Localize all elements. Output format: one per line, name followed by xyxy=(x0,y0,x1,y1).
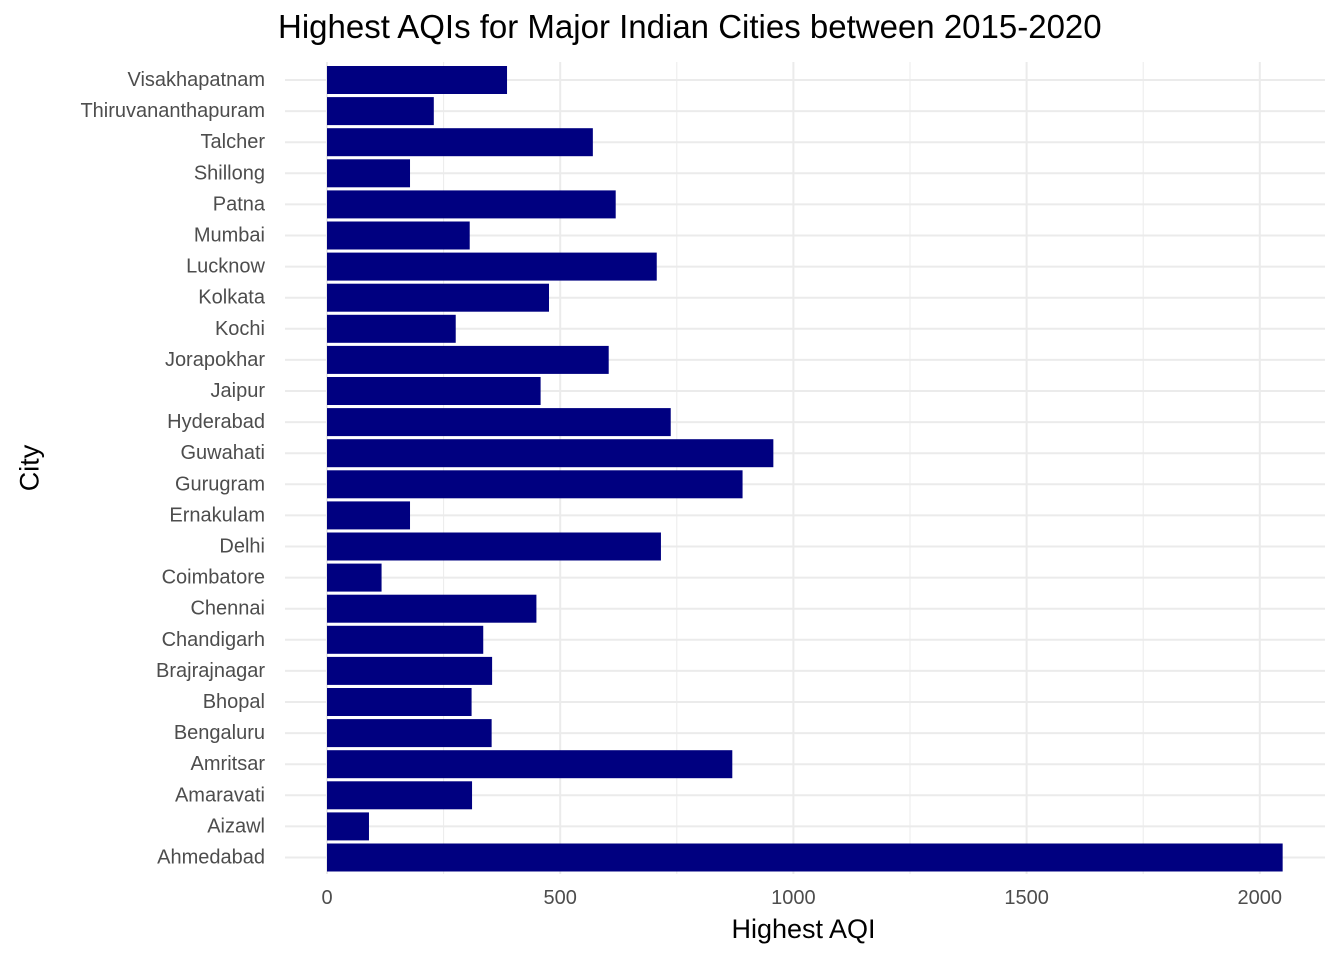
y-tick-label: Visakhapatnam xyxy=(128,69,266,91)
y-tick-label: Talcher xyxy=(201,131,266,153)
y-tick-label: Delhi xyxy=(219,536,265,558)
y-tick-label: Bengaluru xyxy=(174,722,265,744)
chart-title: Highest AQIs for Major Indian Cities bet… xyxy=(278,8,1102,45)
y-tick-label: Coimbatore xyxy=(162,567,265,589)
x-tick-label: 500 xyxy=(544,887,577,909)
bar-ernakulam xyxy=(327,501,411,530)
x-tick-label: 0 xyxy=(321,887,332,909)
y-tick-label: Gurugram xyxy=(175,473,265,495)
bar-amritsar xyxy=(327,750,733,779)
y-tick-label: Jorapokhar xyxy=(165,349,265,371)
y-tick-label: Lucknow xyxy=(186,256,265,278)
bar-amaravati xyxy=(327,781,473,810)
y-tick-label: Thiruvananthapuram xyxy=(80,100,265,122)
bar-coimbatore xyxy=(327,563,382,592)
y-tick-label: Shillong xyxy=(194,162,265,184)
bar-bhopal xyxy=(327,688,472,716)
bar-thiruvananthapuram xyxy=(327,97,434,126)
bar-kochi xyxy=(327,314,456,343)
y-tick-label: Guwahati xyxy=(181,442,266,464)
y-tick-label: Amaravati xyxy=(175,784,265,806)
y-axis-title: City xyxy=(14,444,45,492)
y-tick-label: Ahmedabad xyxy=(157,847,265,869)
y-tick-label: Chennai xyxy=(190,598,265,620)
bar-mumbai xyxy=(327,221,470,250)
y-tick-label: Kolkata xyxy=(198,287,266,309)
y-tick-label: Hyderabad xyxy=(167,411,265,433)
bar-chandigarh xyxy=(327,625,484,654)
y-tick-label: Chandigarh xyxy=(162,629,265,651)
bar-jorapokhar xyxy=(327,345,609,374)
y-tick-label: Bhopal xyxy=(203,691,265,713)
bar-bengaluru xyxy=(327,719,492,748)
y-tick-label: Amritsar xyxy=(191,753,266,775)
bar-delhi xyxy=(327,532,661,561)
bar-aizawl xyxy=(327,812,369,841)
bar-lucknow xyxy=(327,252,657,281)
y-tick-label: Brajrajnagar xyxy=(156,660,265,682)
bar-gurugram xyxy=(327,470,743,499)
bar-talcher xyxy=(327,128,593,157)
y-tick-label: Mumbai xyxy=(194,225,265,247)
bars xyxy=(327,66,1283,872)
bar-patna xyxy=(327,190,616,219)
bar-brajrajnagar xyxy=(327,656,493,685)
x-axis-title: Highest AQI xyxy=(731,914,876,944)
bar-shillong xyxy=(327,159,411,188)
x-tick-label: 1500 xyxy=(1004,887,1049,909)
bar-visakhapatnam xyxy=(327,66,508,94)
bar-ahmedabad xyxy=(327,843,1283,872)
bar-kolkata xyxy=(327,283,550,312)
bar-guwahati xyxy=(327,439,774,468)
bar-chennai xyxy=(327,594,537,623)
bar-jaipur xyxy=(327,377,541,405)
y-tick-label: Jaipur xyxy=(211,380,266,402)
x-tick-labels: 0 500 1000 1500 2000 xyxy=(321,887,1282,909)
x-tick-label: 1000 xyxy=(771,887,816,909)
y-tick-label: Aizawl xyxy=(207,815,265,837)
bar-hyderabad xyxy=(327,408,671,437)
x-tick-label: 2000 xyxy=(1238,887,1283,909)
y-tick-label: Patna xyxy=(213,193,266,215)
y-tick-label: Kochi xyxy=(215,318,265,340)
y-tick-labels: Ahmedabad Aizawl Amaravati Amritsar Bengalur… xyxy=(80,69,265,869)
y-tick-label: Ernakulam xyxy=(169,504,265,526)
